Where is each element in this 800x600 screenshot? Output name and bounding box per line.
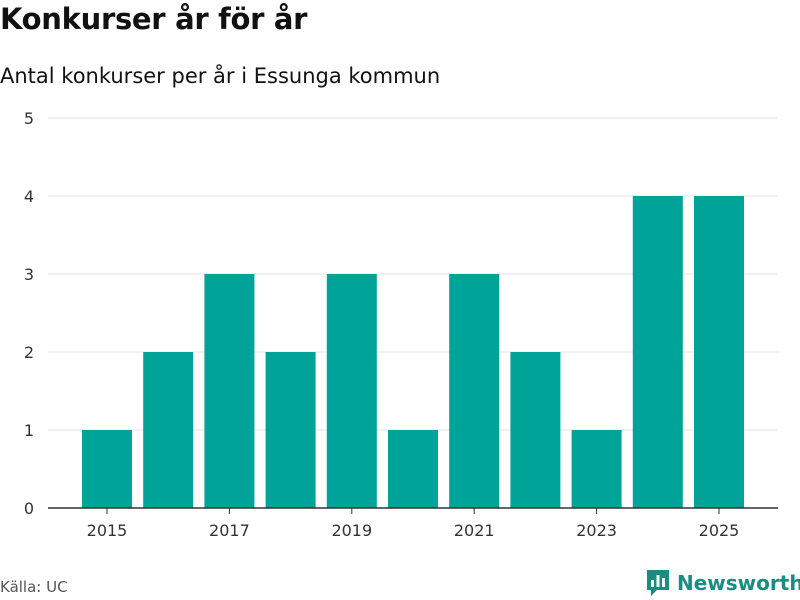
x-tick-label: 2021: [454, 521, 495, 540]
bar-2023: [571, 430, 622, 508]
bar-2016: [143, 352, 194, 508]
bar-2018: [265, 352, 316, 508]
newsworthy-logo-icon: [647, 570, 669, 596]
newsworthy-logo-text: Newsworthy: [677, 571, 800, 595]
y-tick-label: 3: [24, 265, 34, 284]
bar-2017: [204, 274, 255, 508]
bar-2025: [694, 196, 744, 508]
bar-2015: [82, 430, 132, 508]
y-tick-label: 1: [24, 421, 34, 440]
bar-2021: [449, 274, 500, 508]
x-tick-label: 2023: [576, 521, 617, 540]
x-tick-label: 2019: [331, 521, 372, 540]
y-tick-label: 4: [24, 187, 34, 206]
y-tick-label: 5: [24, 109, 34, 128]
newsworthy-logo: Newsworthy: [645, 568, 800, 598]
y-tick-label: 2: [24, 343, 34, 362]
bar-2024: [632, 196, 683, 508]
bar-2020: [388, 430, 438, 508]
bar-2022: [510, 352, 561, 508]
source-note: Källa: UC: [0, 578, 68, 596]
x-tick-label: 2015: [87, 521, 128, 540]
x-tick-label: 2017: [209, 521, 250, 540]
chart-title: Konkurser år för år: [0, 2, 308, 36]
y-tick-label: 0: [24, 499, 34, 518]
chart-subtitle: Antal konkurser per år i Essunga kommun: [0, 64, 441, 88]
bar-2019: [326, 274, 377, 508]
x-tick-label: 2025: [699, 521, 740, 540]
